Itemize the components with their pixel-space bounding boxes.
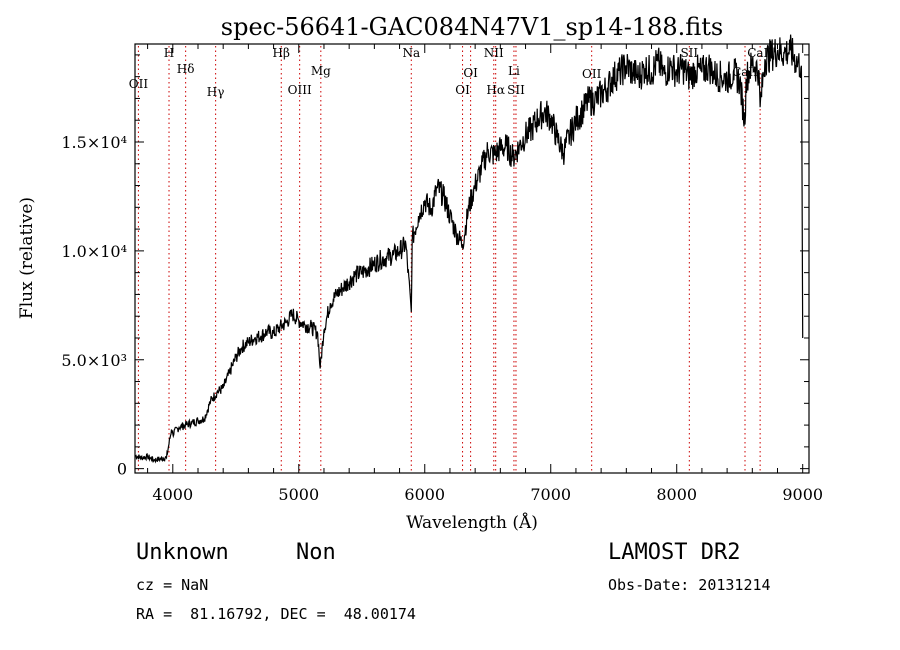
y-axis-label: Flux (relative) xyxy=(17,197,37,319)
x-tick-label: 8000 xyxy=(656,485,697,504)
y-axis-ticks: 0 5.0×10³ 1.0×10⁴ 1.5×10⁴ xyxy=(61,54,809,479)
x-tick-label: 5000 xyxy=(278,485,319,504)
line-marker-labels: OIIHHδHγHβOIIIMgNaOIOINIIHαLiSIIOIISIICa… xyxy=(129,46,774,99)
line-marker-label: Mg xyxy=(311,64,331,78)
spectrum-line xyxy=(134,34,804,464)
plot-frame xyxy=(134,43,810,474)
survey-name: LAMOST DR2 xyxy=(608,540,741,565)
line-marker-label: OII xyxy=(582,67,602,81)
line-marker-label: Hδ xyxy=(177,62,195,76)
line-markers xyxy=(137,46,761,471)
y-tick-label: 5.0×10³ xyxy=(61,351,127,370)
y-tick-label: 0 xyxy=(117,460,127,479)
line-marker-label: OI xyxy=(463,66,478,80)
y-tick-label: 1.0×10⁴ xyxy=(61,242,127,261)
line-marker-label: OIII xyxy=(288,83,312,97)
x-tick-label: 4000 xyxy=(152,485,193,504)
line-marker-label: SII xyxy=(680,46,698,60)
x-axis-ticks: 4000 5000 6000 7000 8000 9000 xyxy=(147,44,823,504)
x-tick-label: 6000 xyxy=(404,485,445,504)
line-marker-label: Na xyxy=(402,46,420,60)
y-tick-label: 1.5×10⁴ xyxy=(61,133,127,152)
x-tick-label: 7000 xyxy=(530,485,571,504)
line-marker-label: OI xyxy=(455,83,470,97)
object-class: Unknown xyxy=(136,540,229,565)
line-marker-label: Hγ xyxy=(207,85,225,99)
object-subclass: Non xyxy=(296,540,336,565)
line-marker-label: Hα xyxy=(486,83,505,97)
x-tick-label: 9000 xyxy=(782,485,823,504)
line-marker-label: OII xyxy=(129,77,149,91)
line-marker-label: NII xyxy=(484,46,504,60)
x-axis-label: Wavelength (Å) xyxy=(406,512,538,533)
redshift-cz: cz = NaN xyxy=(136,576,209,594)
line-marker-label: Li xyxy=(508,64,520,78)
coordinates: RA = 81.16792, DEC = 48.00174 xyxy=(136,605,416,623)
line-marker-label: Hβ xyxy=(273,46,290,60)
chart-title: spec-56641-GAC084N47V1_sp14-188.fits xyxy=(221,13,723,41)
line-marker-label: H xyxy=(164,46,174,60)
line-marker-label: SII xyxy=(507,83,525,97)
observation-date: Obs-Date: 20131214 xyxy=(608,576,771,594)
